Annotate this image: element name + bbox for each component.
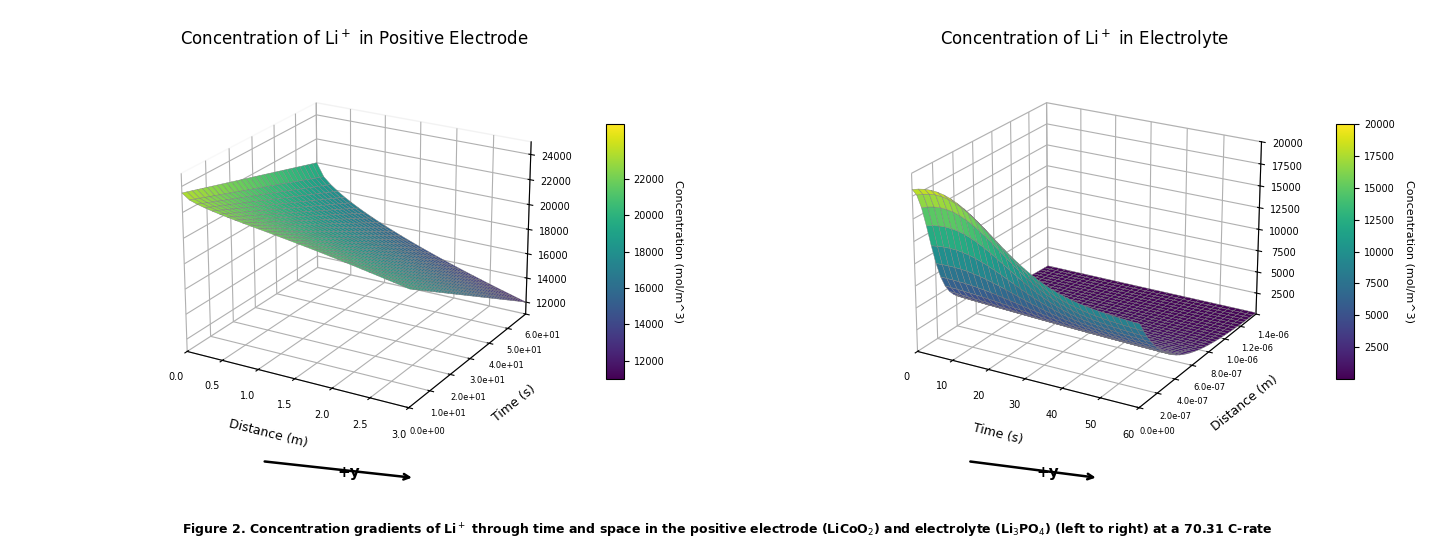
X-axis label: Time (s): Time (s) [972, 421, 1024, 446]
Text: +y: +y [1036, 465, 1059, 480]
Title: Concentration of Li$^+$ in Positive Electrode: Concentration of Li$^+$ in Positive Elec… [180, 30, 528, 49]
Y-axis label: Time (s): Time (s) [490, 383, 538, 425]
Text: Figure 2. Concentration gradients of Li$^+$ through time and space in the positi: Figure 2. Concentration gradients of Li$… [182, 522, 1273, 540]
X-axis label: Distance (m): Distance (m) [227, 417, 308, 450]
Y-axis label: Concentration (mol/m^3): Concentration (mol/m^3) [1404, 180, 1414, 323]
Title: Concentration of Li$^+$ in Electrolyte: Concentration of Li$^+$ in Electrolyte [940, 28, 1229, 51]
Y-axis label: Distance (m): Distance (m) [1209, 373, 1280, 434]
Y-axis label: Concentration (mol/m^3): Concentration (mol/m^3) [674, 180, 684, 323]
Text: +y: +y [338, 465, 361, 480]
